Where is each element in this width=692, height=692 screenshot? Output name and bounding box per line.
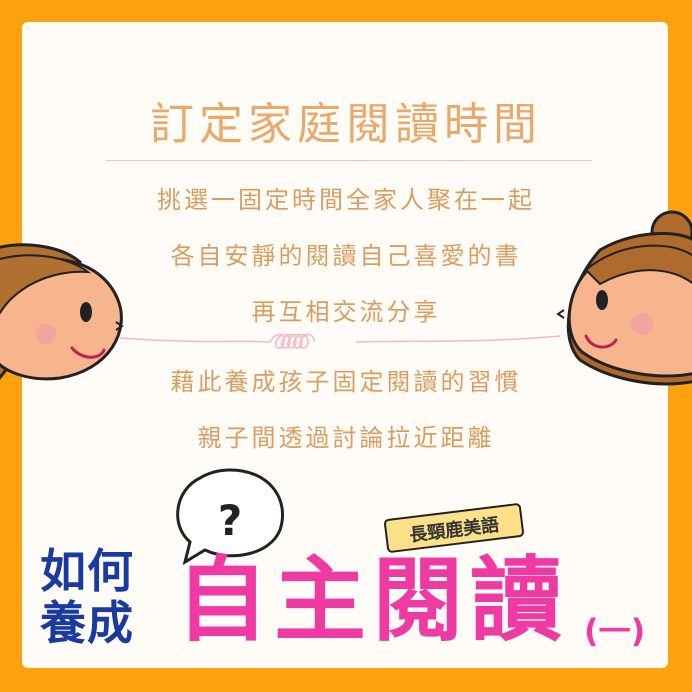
title-divider [106,160,592,161]
right-mother-face-icon [556,210,692,386]
badge-shape [384,503,524,553]
text-line-4: 藉此養成孩子固定閱讀的習慣 [170,368,522,396]
banner-line-2: 養成 [40,596,134,650]
brand-badge: 長頸鹿美語 [382,502,525,555]
text-line-5: 親子間透過討論拉近距離 [197,424,495,452]
swirl-divider [119,333,561,349]
svg-text:?: ? [218,496,242,545]
text-line-1: 挑選一固定時間全家人聚在一起 [157,186,535,214]
banner-line-1: 如何 [40,544,134,598]
banner-part-label: (一) [584,612,646,650]
banner-headline: 自主閱讀 [176,547,569,654]
text-line-2: 各自安靜的閱讀自己喜愛的書 [170,242,522,270]
page-title: 訂定家庭閱讀時間 [150,99,542,150]
content-card [22,22,668,668]
question-bubble-icon: ? [176,468,285,566]
left-child-face-icon [0,243,124,381]
text-line-3: 再互相交流分享 [251,298,441,326]
